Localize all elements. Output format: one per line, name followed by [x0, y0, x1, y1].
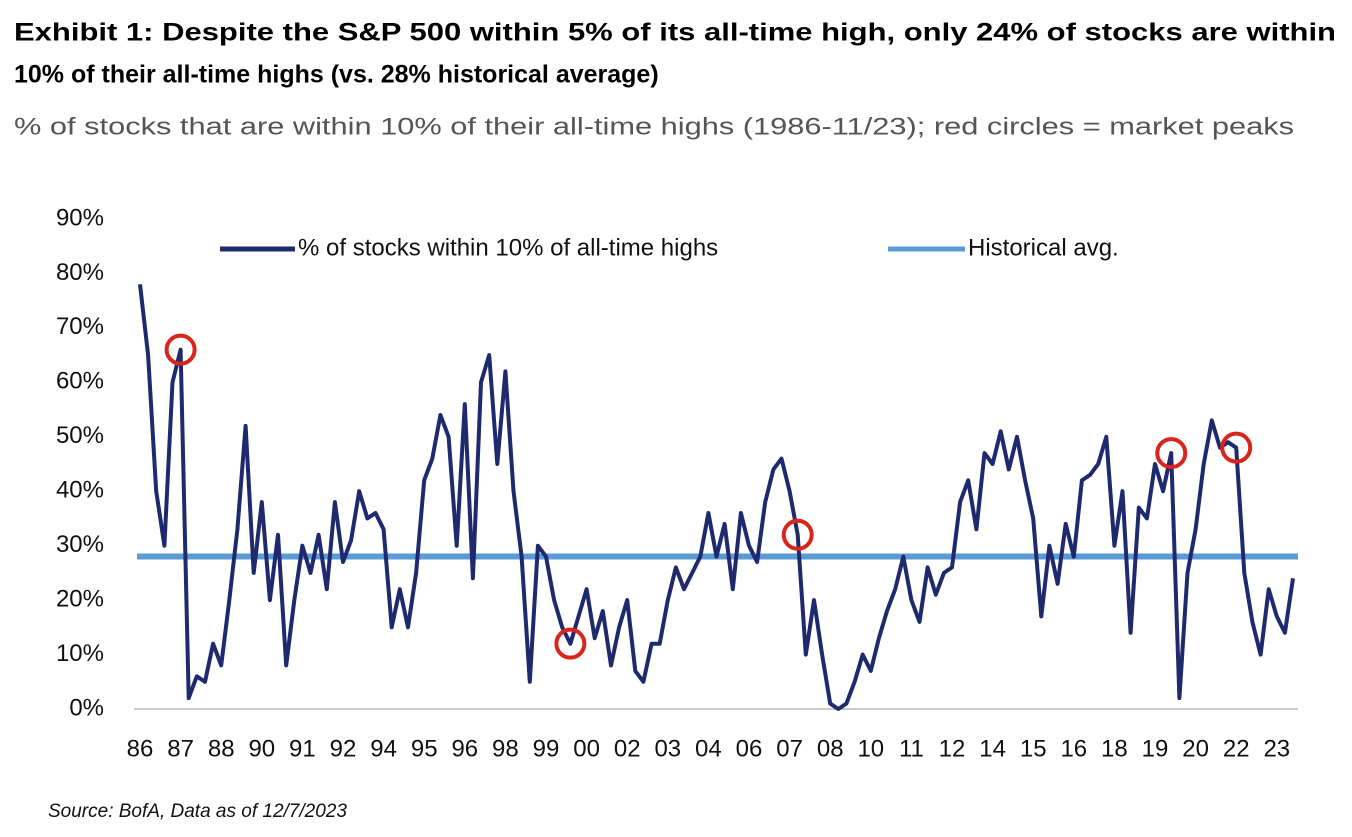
x-tick-label: 90	[248, 735, 275, 762]
chart-subtitle: % of stocks that are within 10% of their…	[14, 113, 1294, 140]
y-tick-label: 40%	[56, 477, 104, 504]
x-tick-label: 94	[370, 735, 397, 762]
x-tick-label: 06	[736, 735, 763, 762]
legend-label: % of stocks within 10% of all-time highs	[298, 234, 718, 261]
x-tick-label: 99	[533, 735, 560, 762]
x-tick-label: 12	[939, 735, 966, 762]
legend-label: Historical avg.	[968, 234, 1119, 261]
chart-title: 10% of their all-time highs (vs. 28% his…	[14, 61, 659, 89]
x-tick-label: 15	[1020, 735, 1047, 762]
y-tick-label: 0%	[69, 694, 104, 721]
peak-marker	[1220, 431, 1253, 464]
y-tick-label: 80%	[56, 259, 104, 286]
chart-title: Exhibit 1: Despite the S&P 500 within 5%…	[14, 19, 1336, 47]
x-tick-label: 86	[127, 735, 154, 762]
y-tick-label: 10%	[56, 640, 104, 667]
source-note: Source: BofA, Data as of 12/7/2023	[48, 801, 347, 822]
x-tick-label: 95	[411, 735, 438, 762]
x-tick-label: 96	[451, 735, 478, 762]
x-tick-label: 19	[1142, 735, 1169, 762]
x-tick-label: 02	[614, 735, 641, 762]
y-tick-label: 60%	[56, 368, 104, 395]
x-tick-label: 03	[654, 735, 681, 762]
x-tick-label: 04	[695, 735, 722, 762]
x-tick-label: 00	[573, 735, 600, 762]
peak-marker	[164, 333, 197, 366]
x-tick-label: 16	[1060, 735, 1087, 762]
x-tick-label: 08	[817, 735, 844, 762]
x-tick-label: 87	[167, 735, 194, 762]
y-tick-label: 20%	[56, 585, 104, 612]
x-tick-label: 92	[330, 735, 357, 762]
x-tick-label: 11	[899, 735, 924, 762]
x-tick-label: 23	[1263, 735, 1290, 762]
x-tick-label: 07	[776, 735, 803, 762]
data-line	[138, 284, 1295, 711]
x-tick-label: 22	[1223, 735, 1250, 762]
peak-marker	[1155, 437, 1188, 470]
y-tick-label: 70%	[56, 313, 104, 340]
x-tick-label: 14	[979, 735, 1006, 762]
x-tick-label: 98	[492, 735, 519, 762]
x-tick-label: 10	[857, 735, 884, 762]
peak-marker	[781, 518, 814, 551]
peak-marker	[554, 627, 587, 660]
x-tick-label: 20	[1182, 735, 1209, 762]
y-tick-label: 30%	[56, 531, 104, 558]
x-tick-label: 18	[1101, 735, 1128, 762]
x-tick-label: 91	[289, 735, 316, 762]
x-tick-label: 88	[208, 735, 235, 762]
y-tick-label: 90%	[56, 204, 104, 231]
y-tick-label: 50%	[56, 422, 104, 449]
